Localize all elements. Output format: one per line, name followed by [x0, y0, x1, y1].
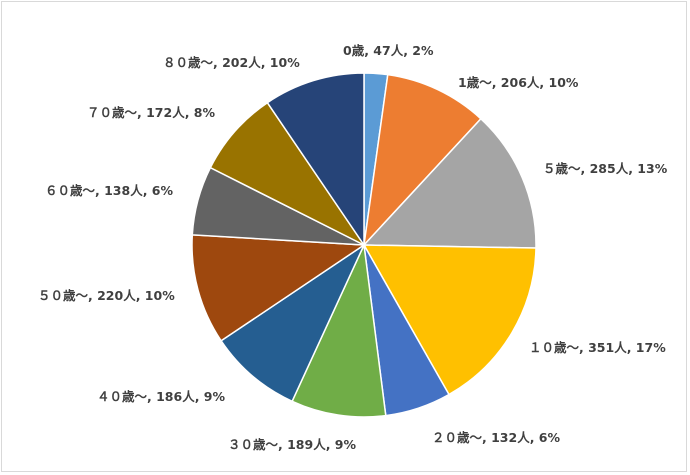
pie-slice-7 [191, 234, 367, 342]
data-label-8: ６０歳～, 138人, 6% [45, 183, 173, 198]
pie-slice-2 [362, 117, 537, 249]
data-label-7: ５０歳～, 220人, 10% [38, 288, 175, 303]
pie-data-labels: 0歳, 47人, 2% 1歳～, 206人, 10% ５歳～, 285人, 13% １… [38, 43, 668, 452]
pie-slice-3 [362, 244, 537, 396]
pie-slice-5 [291, 242, 387, 418]
pie-slice-6 [220, 242, 366, 403]
data-label-6: ４０歳～, 186人, 9% [97, 389, 225, 404]
data-label-0: 0歳, 47人, 2% [343, 43, 434, 58]
data-label-3: １０歳～, 351人, 17% [529, 340, 666, 355]
data-label-2: ５歳～, 285人, 13% [543, 161, 668, 176]
pie-slices [191, 72, 537, 418]
data-label-1: 1歳～, 206人, 10% [458, 75, 579, 90]
pie-slice-1 [362, 73, 482, 248]
data-label-5: ３０歳～, 189人, 9% [228, 437, 356, 452]
data-label-10: ８０歳～, 202人, 10% [163, 55, 300, 70]
data-label-4: ２０歳～, 132人, 6% [432, 430, 560, 445]
data-label-9: ７０歳～, 172人, 8% [87, 105, 215, 120]
pie-slice-10 [266, 72, 365, 248]
